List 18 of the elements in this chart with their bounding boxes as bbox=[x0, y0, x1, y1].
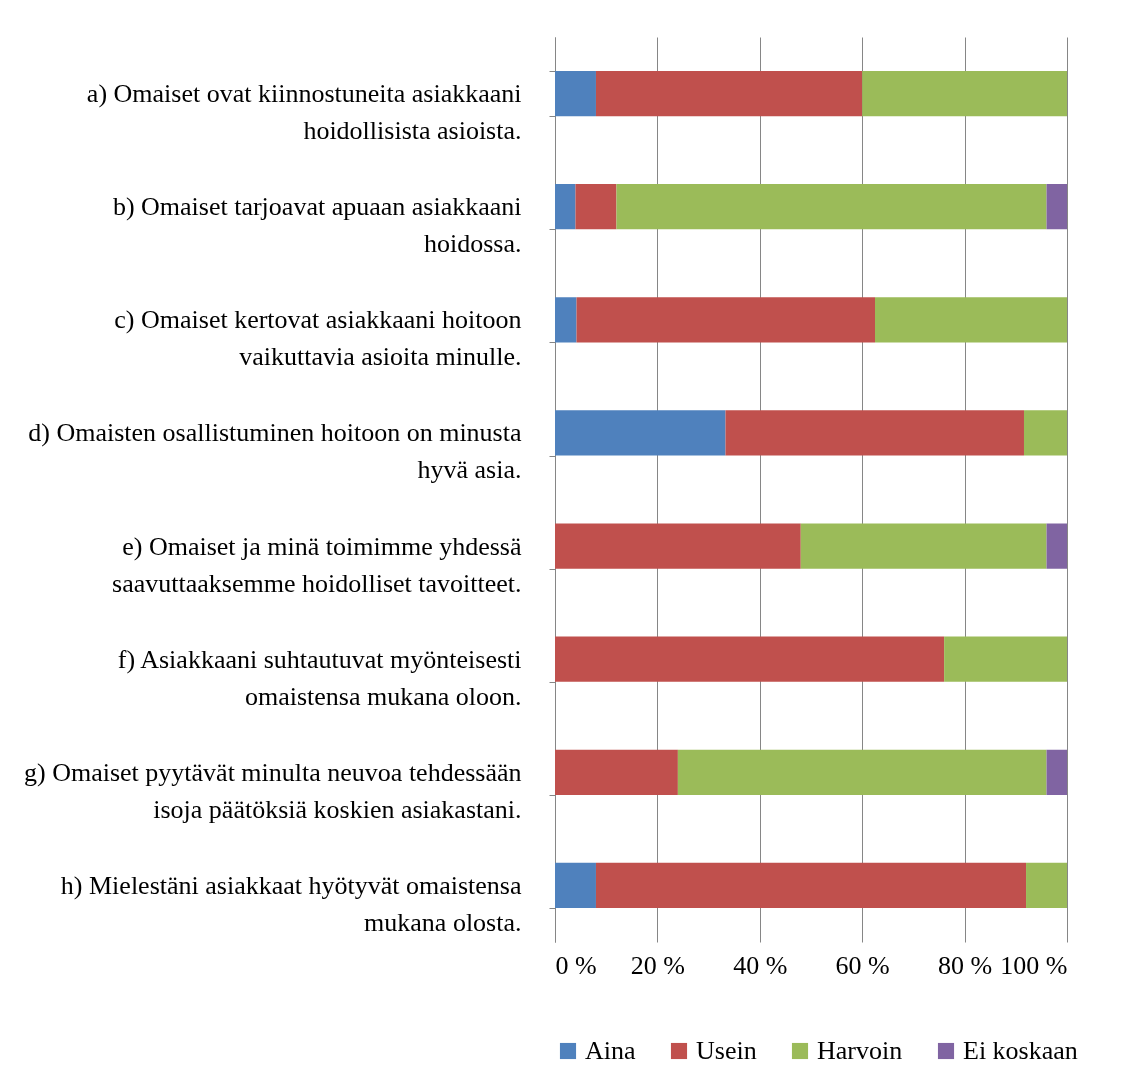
x-tick-label: 20 % bbox=[630, 950, 685, 980]
x-tick-label: 60 % bbox=[835, 950, 890, 980]
y-tick-label: b) Omaiset tarjoavat apuaan asiakkaani hoidossa. bbox=[112, 192, 522, 259]
y-tick-label: f) Asiakkaani suhtautuvat myönteisesti omaistensa mukana oloon. bbox=[117, 644, 522, 711]
x-tick-label: 0 % bbox=[555, 950, 597, 980]
legend-label: Aina bbox=[585, 1036, 636, 1065]
x-tick-label: 100 % bbox=[1000, 950, 1068, 980]
y-tick-label: h) Mielestäni asiakkaat hyötyvät omaistensa mukana olosta. bbox=[60, 870, 522, 937]
x-tick-label: 80 % bbox=[938, 950, 993, 980]
legend-label: Ei koskaan bbox=[963, 1036, 1078, 1065]
legend-label: Usein bbox=[696, 1036, 757, 1065]
legend-label: Harvoin bbox=[817, 1036, 903, 1065]
y-tick-label: e) Omaiset ja minä toimimme yhdessä saavuttaaksemme hoidolliset tavoitteet. bbox=[112, 531, 522, 598]
x-tick-label: 40 % bbox=[733, 950, 788, 980]
y-tick-label: d) Omaisten osallistuminen hoitoon on minusta hyvä asia. bbox=[28, 418, 522, 485]
y-tick-label: g) Omaiset pyytävät minulta neuvoa tehdessään isoja päätöksiä koskien asiakastani. bbox=[24, 757, 522, 824]
y-tick-label: a) Omaiset ovat kiinnostuneita asiakkaani hoidollisista asioista. bbox=[86, 79, 522, 146]
y-tick-label: c) Omaiset kertovat asiakkaani hoitoon vaikuttavia asioita minulle. bbox=[114, 305, 522, 372]
